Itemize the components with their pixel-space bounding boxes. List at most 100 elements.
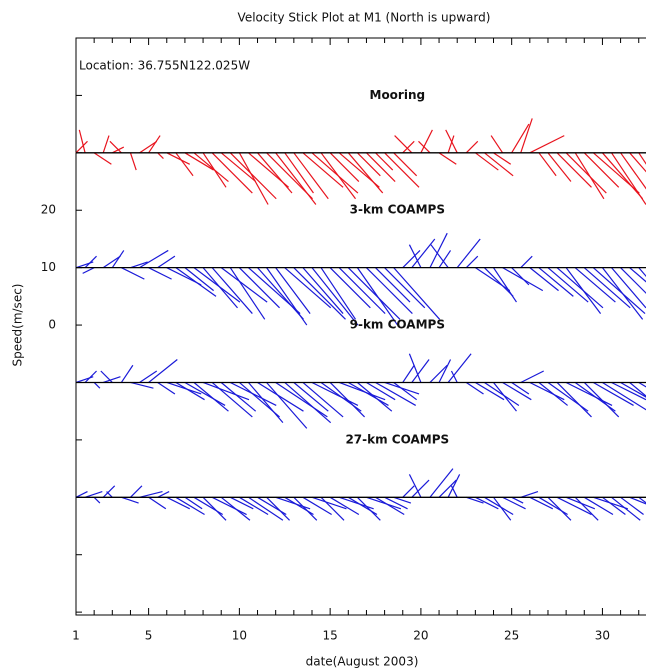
- stick: [366, 152, 396, 182]
- stick: [529, 135, 565, 154]
- stick: [484, 496, 514, 516]
- stick: [93, 382, 101, 389]
- stick: [402, 485, 415, 498]
- stick: [375, 152, 394, 171]
- stick: [402, 250, 421, 269]
- stick: [593, 381, 634, 406]
- stick: [356, 496, 381, 521]
- stick: [100, 370, 113, 383]
- stick: [139, 249, 169, 269]
- stick: [602, 496, 626, 516]
- stick: [238, 267, 280, 309]
- stick: [393, 381, 418, 401]
- stick: [239, 496, 269, 516]
- stick: [248, 496, 284, 521]
- stick: [583, 267, 631, 309]
- stick: [84, 490, 103, 498]
- stick: [484, 267, 514, 297]
- x-tick-label: 1: [72, 629, 80, 643]
- stick: [450, 370, 458, 383]
- stick: [602, 381, 646, 411]
- stick: [175, 152, 194, 177]
- stick: [338, 267, 386, 315]
- x-tick-label: 10: [232, 629, 247, 643]
- stick: [320, 496, 345, 521]
- stick: [211, 382, 253, 418]
- stick: [511, 381, 530, 395]
- stick: [438, 152, 457, 165]
- stick: [329, 382, 366, 418]
- stick: [275, 381, 328, 418]
- stick: [438, 479, 457, 498]
- stick: [484, 152, 514, 177]
- stick: [211, 267, 253, 314]
- stick: [320, 267, 357, 320]
- stick: [102, 485, 116, 498]
- stick: [175, 267, 217, 297]
- stick: [311, 152, 359, 194]
- stick: [120, 364, 134, 383]
- stick: [121, 496, 139, 504]
- stick: [447, 474, 461, 498]
- stick: [347, 152, 384, 194]
- stick: [638, 496, 646, 504]
- stick: [638, 267, 646, 278]
- stick: [175, 381, 205, 401]
- stick: [356, 267, 399, 326]
- stick: [583, 152, 620, 188]
- stick: [466, 496, 484, 504]
- stick: [220, 267, 268, 303]
- x-tick-label: 5: [145, 629, 153, 643]
- stick: [148, 359, 178, 383]
- stick: [629, 496, 646, 505]
- stick: [111, 250, 125, 268]
- stick: [148, 496, 167, 510]
- stick: [629, 152, 646, 173]
- stick: [356, 152, 381, 177]
- stick: [311, 381, 359, 406]
- stick: [529, 496, 554, 510]
- stick: [375, 267, 411, 303]
- stick: [411, 479, 430, 498]
- stick: [284, 152, 314, 194]
- stick: [293, 152, 329, 200]
- stick: [366, 496, 402, 510]
- stick: [408, 474, 422, 498]
- x-tick-label: 25: [504, 629, 519, 643]
- stick: [339, 496, 374, 510]
- stick: [547, 496, 572, 521]
- stick: [84, 255, 97, 269]
- stick: [493, 152, 512, 165]
- stick: [611, 267, 646, 309]
- stick: [538, 152, 557, 177]
- stick: [547, 267, 589, 303]
- stick: [229, 267, 266, 320]
- stick: [465, 255, 479, 269]
- stick: [511, 496, 524, 504]
- stick: [402, 364, 415, 383]
- stick: [538, 382, 568, 406]
- stick: [184, 152, 214, 171]
- y-axis-label: Speed(m/sec): [11, 284, 25, 367]
- stick: [411, 359, 430, 383]
- y-tick-label: 20: [41, 203, 56, 217]
- stick: [93, 152, 112, 165]
- stick: [184, 267, 214, 292]
- stick: [130, 261, 148, 269]
- stick: [629, 267, 646, 283]
- stick: [166, 496, 190, 510]
- stick: [556, 267, 604, 309]
- stick: [302, 496, 332, 516]
- stick: [493, 267, 517, 303]
- stick: [109, 140, 122, 154]
- stick: [375, 496, 405, 516]
- stick: [211, 152, 253, 194]
- stick: [302, 267, 344, 314]
- y-tick-label: 10: [41, 260, 56, 274]
- stick: [157, 491, 170, 498]
- stick: [293, 267, 346, 320]
- stick: [166, 152, 190, 165]
- stick: [329, 496, 360, 516]
- stick: [230, 496, 254, 510]
